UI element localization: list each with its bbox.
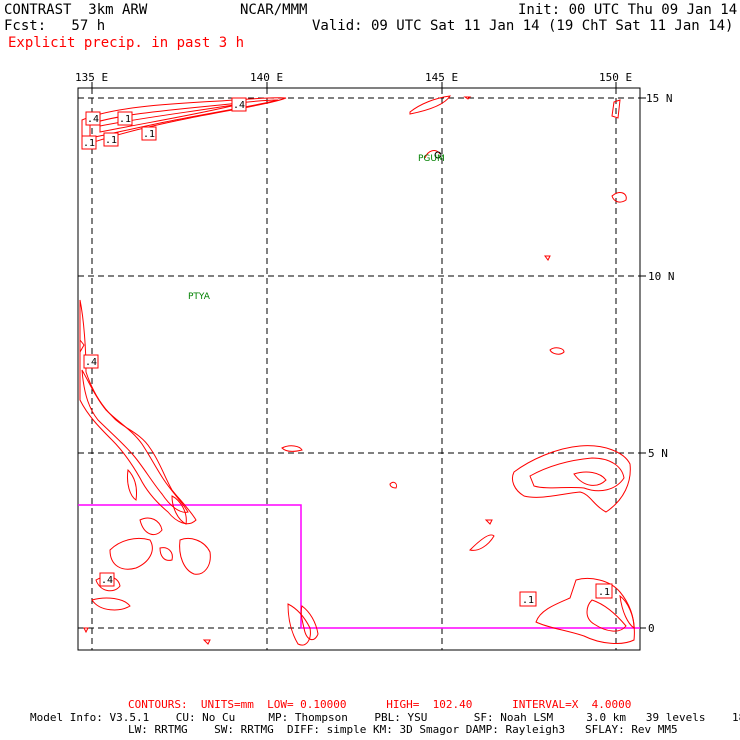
precip-contours [79,95,635,646]
tick-marks [91,82,646,629]
lon-label-135: 135 E [75,71,109,84]
model-info-line2: LW: RRTMG SW: RRTMG DIFF: simple KM: 3D … [128,723,678,736]
contour-label-2: .1 [119,114,131,125]
contour-label-box-4 [231,97,247,112]
contour-east-dot-1 [544,255,551,261]
station-labels: PTYA PGUM [188,154,445,302]
station-label-ptya: PTYA [188,292,211,302]
contour-sw-cluster-2 [139,517,163,536]
contour-sw-dot [83,627,89,634]
contour-east-cluster-inner [573,471,607,486]
contour-west-coast-mid [81,369,189,513]
contour-label-box-7 [83,354,99,369]
contour-label-box-2 [117,111,133,126]
contour-mid-dot-2 [484,519,493,525]
contour-label-4: .4 [233,100,245,111]
contour-sw-cluster-6 [91,597,131,611]
contour-label-5: .1 [83,138,95,149]
map-frame [77,87,641,651]
contour-mid-cell [281,445,303,452]
lat-label-0: 0 [648,622,655,635]
contour-east-cluster-outer [511,445,631,513]
model-title: CONTRAST 3km ARW [4,2,148,18]
contour-label-box-1 [85,111,101,126]
contour-label-texts: .4 .1 .1 .4 .1 .1 .4 .4 .1 .1 [83,100,610,606]
contour-north-dot [463,96,472,100]
contour-se-cluster-edge [619,594,635,629]
contour-label-box-10 [595,583,613,599]
contour-label-10: .1 [598,587,610,598]
contour-sw-cluster-3 [179,538,211,575]
contour-east-cluster-mid [529,457,625,492]
lon-label-150: 150 E [599,71,633,84]
contour-label-box-5 [81,135,97,150]
model-info-line1: Model Info: V3.5.1 CU: No Cu MP: Thompso… [30,711,740,724]
contour-west-coast-outer [79,299,197,525]
contour-sw-dot-2 [202,639,211,645]
contour-mid-dot [389,481,397,489]
contour-label-box-6 [103,132,119,147]
field-title: Explicit precip. in past 3 h [8,35,245,51]
contour-north-band-mid [89,99,279,139]
contour-label-3: .1 [143,129,155,140]
contour-label-1: .4 [87,114,99,125]
contour-label-box-9 [519,591,537,607]
lon-label-140: 140 E [250,71,284,84]
contour-west-cell-1 [127,468,137,501]
contour-west-cell-2 [171,495,187,525]
station-label-pgum: PGUM [418,154,445,164]
lat-label-10n: 10 N [648,270,675,283]
org-title: NCAR/MMM [240,2,308,18]
valid-time: Valid: 09 UTC Sat 11 Jan 14 (19 ChT Sat … [312,18,734,34]
lon-label-145: 145 E [425,71,459,84]
contour-label-6: .1 [105,135,117,146]
forecast-hour: Fcst: 57 h [4,18,106,34]
contour-info: CONTOURS: UNITS=mm LOW= 0.10000 HIGH= 10… [128,698,632,711]
contour-sw-cluster-4 [159,547,173,561]
contour-label-box-3 [141,126,157,141]
graticule [78,88,640,650]
lat-label-5n: 5 N [648,447,668,460]
contour-se-cluster-outer [535,578,635,644]
contour-north-cell-145 [409,95,451,115]
station-markers [434,151,442,159]
station-marker-pgum [434,151,442,159]
contour-west-edge [79,338,85,354]
contour-sw-cluster-1 [109,537,153,570]
contour-pgum [424,150,441,159]
contour-se-cluster-inner [586,599,627,632]
contour-east-cell-3 [549,347,565,355]
init-time: Init: 00 UTC Thu 09 Jan 14 [518,2,738,18]
contour-equator-cell-outer [287,603,311,646]
contour-label-9: .1 [522,595,534,606]
contour-mid-cell-2 [469,534,495,551]
contour-label-box-8 [99,572,115,587]
contour-label-boxes [81,97,613,607]
contour-east-cell-1 [611,192,627,203]
contour-equator-cell-inner [300,605,319,641]
contour-label-8: .4 [101,575,113,586]
contour-label-7: .4 [85,357,97,368]
contour-east-cell-2 [611,99,621,119]
lat-label-15n: 15 N [646,92,673,105]
inner-domain-boundary [78,504,640,629]
